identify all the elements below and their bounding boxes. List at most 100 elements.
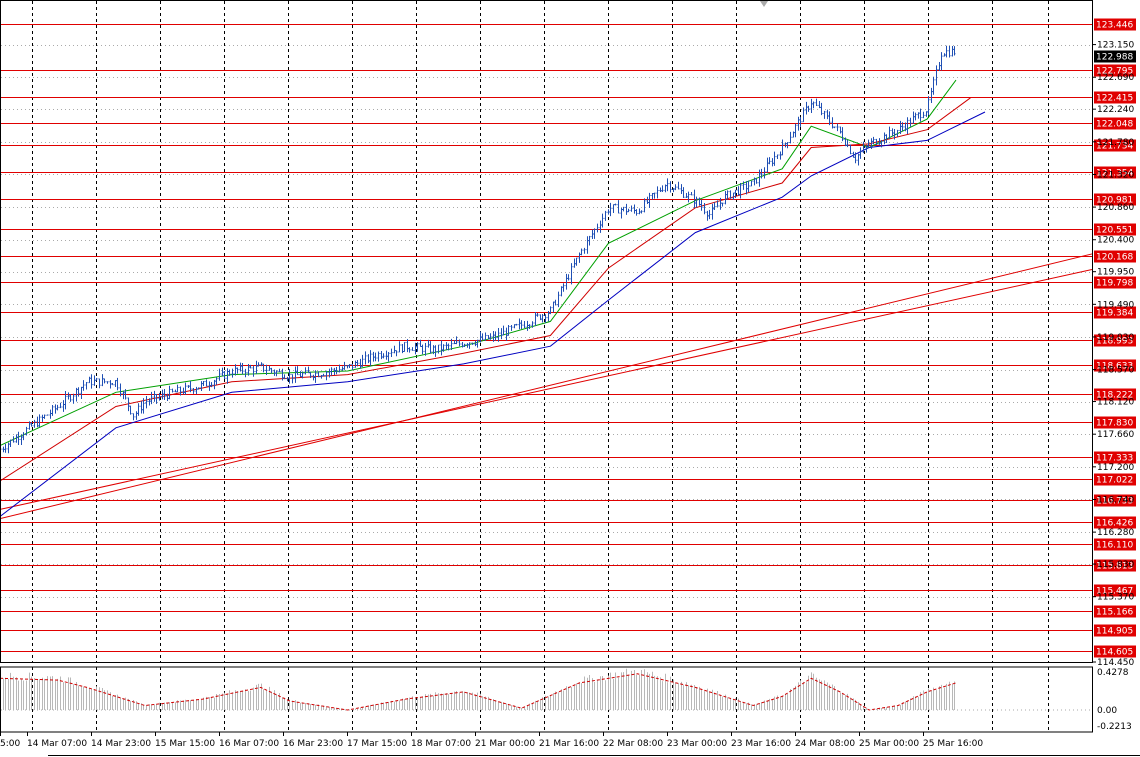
level-label: 116.110	[1096, 541, 1133, 551]
level-label: 119.798	[1096, 279, 1133, 289]
level-tag	[1094, 117, 1136, 130]
level-tag	[1094, 388, 1136, 401]
level-tag	[1094, 624, 1136, 637]
level-label: 120.551	[1096, 226, 1133, 236]
price-tick-label: 115.370	[1097, 593, 1134, 603]
level-label: 116.426	[1096, 519, 1133, 529]
indicator-tick-label: 0.4278	[1097, 668, 1129, 678]
level-label: 118.633	[1096, 362, 1133, 372]
trend-lines	[0, 253, 1093, 520]
level-label: 120.168	[1096, 253, 1133, 263]
oscillator-panel	[0, 668, 1092, 711]
price-tick-label: 122.690	[1097, 73, 1134, 83]
price-panel-frame	[0, 0, 1093, 663]
level-label: 117.022	[1096, 476, 1133, 486]
level-label: 117.830	[1096, 419, 1133, 429]
moving-average-line	[0, 97, 971, 482]
level-tag	[1094, 276, 1136, 289]
level-label: 122.048	[1096, 120, 1133, 130]
trend-line[interactable]	[0, 269, 1093, 510]
price-tick-label: 119.490	[1097, 300, 1134, 310]
level-tag	[1094, 334, 1136, 347]
price-tick-label: 119.030	[1097, 333, 1134, 343]
time-label: 16 Mar 23:00	[283, 739, 343, 749]
time-label: 17 Mar 15:00	[347, 739, 407, 749]
level-tag	[1094, 584, 1136, 597]
time-label: 24 Mar 08:00	[795, 739, 855, 749]
price-tick-label: 117.200	[1097, 463, 1134, 473]
horizontal-levels: 123.446 122.795 122.415 122.048 121.734 121.3…	[1, 18, 1136, 658]
indicator-tick-label: -0.2213	[1097, 722, 1132, 732]
level-tag	[1094, 605, 1136, 618]
price-tick-label: 117.660	[1097, 430, 1134, 440]
level-tag	[1094, 559, 1136, 572]
price-tick-label: 123.150	[1097, 41, 1134, 51]
level-label: 115.166	[1096, 608, 1133, 618]
level-tag	[1094, 451, 1136, 464]
level-label: 120.981	[1096, 196, 1133, 206]
level-label: 122.795	[1096, 67, 1133, 77]
level-tag	[1094, 359, 1136, 372]
price-tick-label: 121.320	[1097, 170, 1134, 180]
level-label: 114.605	[1096, 648, 1133, 658]
price-tick-label: 116.280	[1097, 528, 1134, 538]
trend-line[interactable]	[0, 253, 1093, 520]
price-tick-label: 118.120	[1097, 398, 1134, 408]
moving-averages	[0, 79, 986, 517]
level-tag	[1094, 193, 1136, 206]
time-label: 23 Mar 16:00	[731, 739, 791, 749]
level-label: 119.384	[1096, 309, 1133, 319]
time-label: 21 Mar 00:00	[475, 739, 535, 749]
price-tick-label: 116.740	[1097, 495, 1134, 505]
level-tag	[1094, 139, 1136, 152]
level-label: 121.734	[1096, 142, 1133, 152]
price-tick-label: 121.780	[1097, 138, 1134, 148]
level-label: 118.993	[1096, 337, 1133, 347]
time-label: 25 Mar 00:00	[859, 739, 919, 749]
candles	[0, 45, 956, 454]
level-label: 123.446	[1096, 21, 1133, 31]
chart-grid	[1, 1, 1092, 732]
shift-marker-icon	[760, 1, 768, 7]
oscillator-signal-line	[0, 673, 957, 711]
price-tick-label: 122.240	[1097, 105, 1134, 115]
level-label: 114.905	[1096, 627, 1133, 637]
time-label: 14 Mar 23:00	[91, 739, 151, 749]
price-tick-label: 118.570	[1097, 366, 1134, 376]
level-label: 122.415	[1096, 94, 1133, 104]
level-tag	[1094, 416, 1136, 429]
level-tag	[1094, 473, 1136, 486]
level-tag	[1094, 645, 1136, 658]
price-tick-label: 120.860	[1097, 203, 1134, 213]
level-label: 115.813	[1096, 562, 1133, 572]
level-tag	[1094, 306, 1136, 319]
level-tag	[1094, 516, 1136, 529]
level-label: 117.333	[1096, 454, 1133, 464]
time-label: 21 Mar 16:00	[539, 739, 599, 749]
level-tag	[1094, 64, 1136, 77]
price-tick-label: 119.950	[1097, 268, 1134, 278]
price-tick-label: 115.830	[1097, 560, 1134, 570]
moving-average-line	[0, 111, 986, 517]
time-label: 14 Mar 07:00	[27, 739, 87, 749]
level-tag	[1094, 91, 1136, 104]
level-label: 118.222	[1096, 391, 1133, 401]
level-tag	[1094, 494, 1136, 507]
time-label: 18 Mar 07:00	[411, 739, 471, 749]
time-label: 25 Mar 16:00	[923, 739, 983, 749]
time-label: 23 Mar 00:00	[667, 739, 727, 749]
time-label: 22 Mar 08:00	[603, 739, 663, 749]
level-tag	[1094, 18, 1136, 31]
level-label: 115.467	[1096, 587, 1133, 597]
indicator-tick-label: 0.00	[1097, 706, 1117, 716]
oscillator-panel-frame	[0, 666, 1093, 733]
level-tag	[1094, 166, 1136, 179]
current-price-label: 122.988	[1096, 53, 1133, 63]
level-tag	[1094, 250, 1136, 263]
level-tag	[1094, 223, 1136, 236]
time-label: 5:00	[0, 739, 20, 749]
time-label: 16 Mar 07:00	[219, 739, 279, 749]
